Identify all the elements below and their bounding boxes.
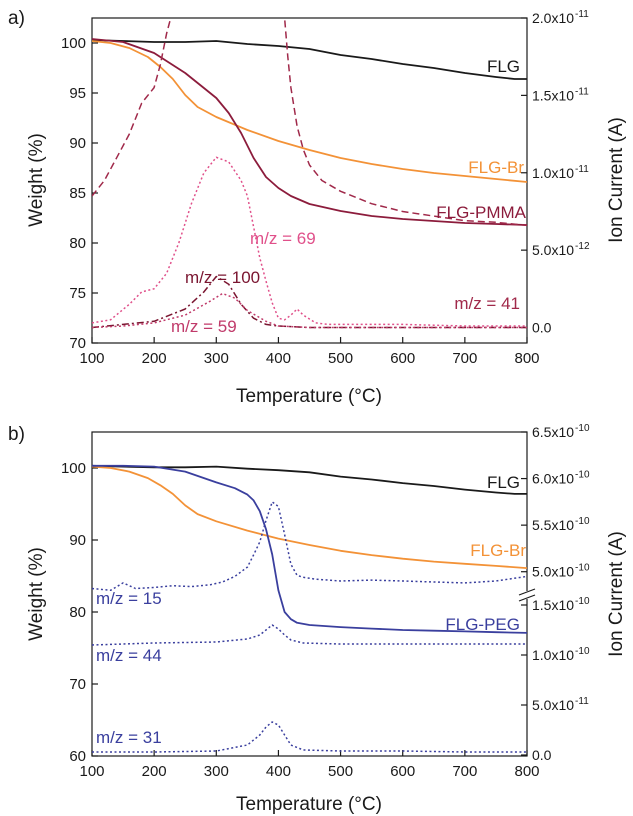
x-tick-label: 500 — [328, 763, 353, 780]
y-left-tick-label: 95 — [69, 85, 86, 102]
y-right-tick-exponent: -10 — [575, 596, 590, 607]
panel-a-label-mz69: m/z = 69 — [250, 229, 316, 248]
series-line-flg — [92, 464, 527, 495]
y-right-tick-label: 5.0x10 — [532, 697, 574, 713]
y-right-tick-exponent: -10 — [575, 563, 590, 574]
panel-b-label-mz44: m/z = 44 — [96, 646, 162, 665]
y-left-tick-label: 90 — [69, 135, 86, 152]
panel-b-label-mz15: m/z = 15 — [96, 589, 162, 608]
panel-a-label-mz41: m/z = 41 — [454, 294, 520, 313]
series-line-flg-br — [92, 40, 527, 183]
series-line-m-z-59 — [92, 292, 527, 329]
y-right-tick-label: 1.5x10 — [532, 597, 574, 613]
x-tick-label: 100 — [79, 350, 104, 367]
y-right-tick-exponent: -11 — [575, 86, 589, 97]
y-left-tick-label: 80 — [69, 235, 86, 252]
y-right-tick-exponent: -11 — [575, 9, 589, 20]
y-right-tick-label: 6.5x10 — [532, 424, 574, 440]
x-tick-label: 800 — [514, 350, 539, 367]
series-line-flg-pmma — [92, 38, 527, 226]
panel-b: b) 100 200 300 400 500 600 700 800 60 70 80 90 100 5.… — [8, 423, 627, 815]
series-line-m-z-41 — [92, 18, 527, 227]
panel-a-plot-frame — [91, 17, 528, 344]
y-right-tick-label: 0.0 — [532, 320, 552, 336]
y-right-tick-label: 2.0x10 — [532, 10, 574, 26]
panel-b-label: b) — [8, 424, 25, 445]
x-tick-label: 500 — [328, 350, 353, 367]
panel-a-label-flg-br: FLG-Br — [468, 158, 524, 177]
series-line-m-z-15 — [92, 501, 527, 592]
series-line-m-z-69 — [92, 156, 527, 327]
x-tick-label: 300 — [204, 763, 229, 780]
x-tick-label: 200 — [142, 350, 167, 367]
series-line-flg-br — [92, 465, 527, 569]
y-left-tick-label: 70 — [69, 335, 86, 352]
x-tick-label: 100 — [79, 763, 104, 780]
panel-b-x-axis-label: Temperature (°C) — [236, 794, 382, 815]
x-tick-label: 600 — [390, 350, 415, 367]
y-right-tick-label: 1.5x10 — [532, 87, 574, 103]
x-tick-label: 700 — [452, 350, 477, 367]
panel-a-left-axis-label: Weight (%) — [26, 133, 47, 227]
y-right-tick-exponent: -10 — [575, 646, 590, 657]
y-left-tick-label: 60 — [69, 748, 86, 765]
y-right-tick-label: 6.0x10 — [532, 471, 574, 487]
y-right-tick-exponent: -10 — [575, 516, 590, 527]
y-right-tick-exponent: -11 — [575, 164, 589, 175]
y-right-tick-label: 5.0x10 — [532, 564, 574, 580]
y-right-tick-exponent: -10 — [575, 423, 590, 434]
y-right-tick-exponent: -10 — [575, 470, 590, 481]
panel-a-label: a) — [8, 8, 25, 29]
panel-b-label-mz31: m/z = 31 — [96, 728, 162, 747]
x-tick-label: 800 — [514, 763, 539, 780]
x-tick-label: 300 — [204, 350, 229, 367]
panel-b-right-axis-label: Ion Current (A) — [606, 531, 627, 657]
y-right-tick-exponent: -11 — [575, 696, 589, 707]
panel-a-label-mz100: m/z = 100 — [185, 268, 260, 287]
series-line-flg-peg — [92, 464, 527, 634]
panel-b-label-flg-peg: FLG-PEG — [445, 615, 520, 634]
y-right-tick-label: 0.0 — [532, 747, 552, 763]
y-right-tick-label: 1.0x10 — [532, 165, 574, 181]
panel-b-label-flg: FLG — [487, 473, 520, 492]
y-left-tick-label: 90 — [69, 532, 86, 549]
y-right-tick-label: 5.0x10 — [532, 242, 574, 258]
y-left-tick-label: 100 — [61, 460, 86, 477]
y-left-tick-label: 70 — [69, 676, 86, 693]
y-right-tick-label: 5.5x10 — [532, 517, 574, 533]
panel-a-label-mz59: m/z = 59 — [171, 317, 237, 336]
panel-a-label-flg-pmma: FLG-PMMA — [436, 203, 526, 222]
x-tick-label: 600 — [390, 763, 415, 780]
panel-a-right-axis-label: Ion Current (A) — [606, 117, 627, 243]
y-left-tick-label: 100 — [61, 35, 86, 52]
x-tick-label: 200 — [142, 763, 167, 780]
panel-a: a) 100 200 300 400 500 600 700 800 70 75 80 85 90 95 1… — [8, 8, 627, 407]
panel-a-label-flg: FLG — [487, 57, 520, 76]
y-left-tick-label: 85 — [69, 185, 86, 202]
series-line-m-z-100 — [92, 275, 527, 329]
series-line-flg — [92, 39, 527, 80]
x-tick-label: 700 — [452, 763, 477, 780]
x-tick-label: 400 — [266, 763, 291, 780]
y-left-tick-label: 75 — [69, 285, 86, 302]
x-tick-label: 400 — [266, 350, 291, 367]
panel-b-left-axis-label: Weight (%) — [26, 547, 47, 641]
y-right-tick-label: 1.0x10 — [532, 647, 574, 663]
panel-b-label-flg-br: FLG-Br — [470, 541, 526, 560]
panel-a-x-axis-label: Temperature (°C) — [236, 386, 382, 407]
right-axis-break-marker — [518, 588, 536, 602]
y-right-tick-exponent: -12 — [575, 241, 590, 252]
y-left-tick-label: 80 — [69, 604, 86, 621]
